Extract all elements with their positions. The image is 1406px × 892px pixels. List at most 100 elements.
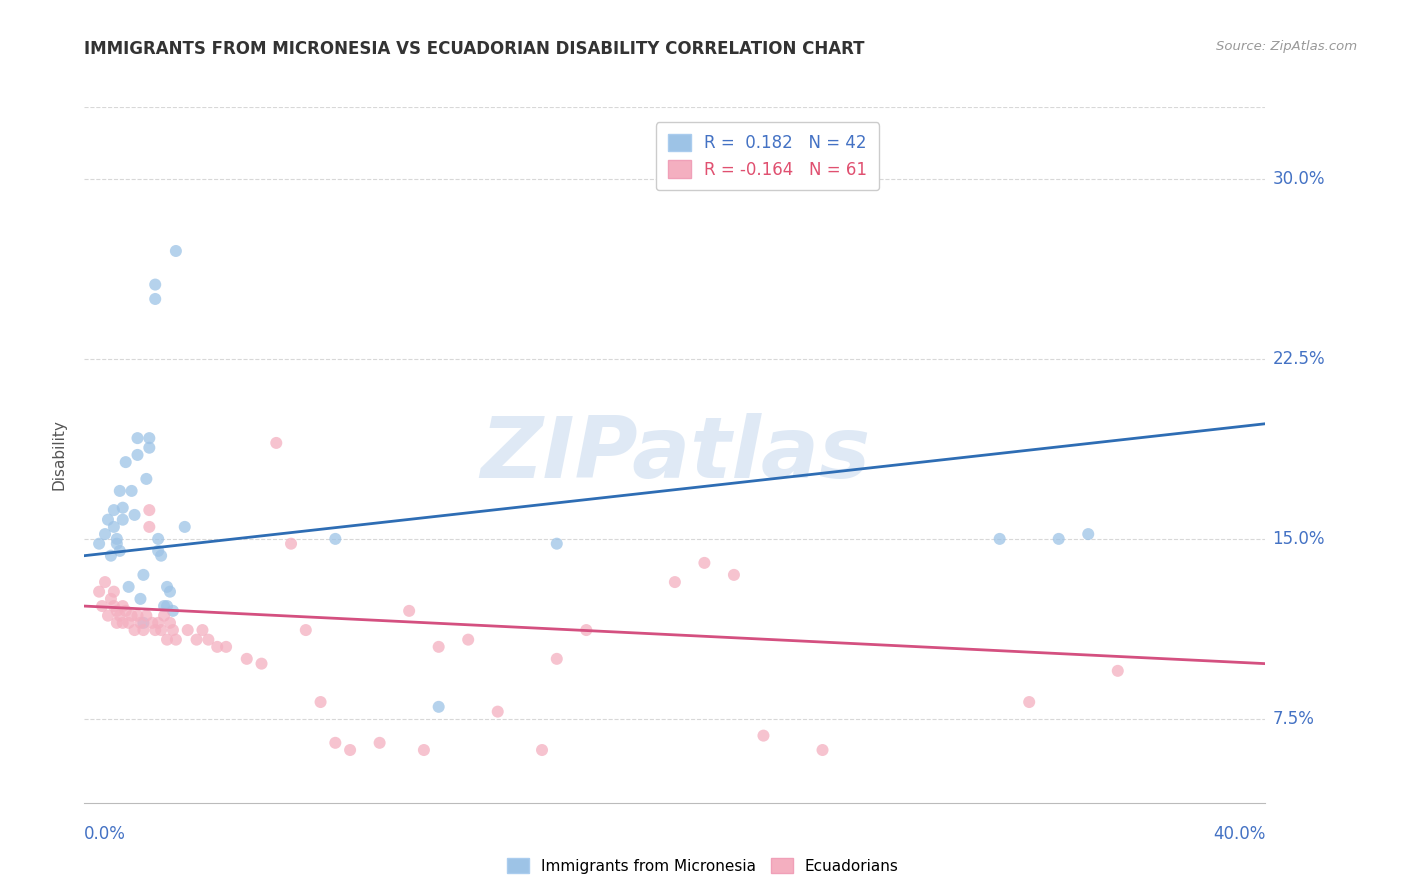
- Point: [575, 623, 598, 637]
- Point: [100, 591, 122, 606]
- Point: [988, 532, 1011, 546]
- Point: [811, 743, 834, 757]
- Point: [97, 513, 120, 527]
- Point: [121, 608, 143, 623]
- Point: [427, 699, 450, 714]
- Point: [124, 623, 146, 637]
- Legend: Immigrants from Micronesia, Ecuadorians: Immigrants from Micronesia, Ecuadorians: [501, 852, 905, 880]
- Text: 30.0%: 30.0%: [1272, 170, 1324, 188]
- Point: [129, 615, 152, 630]
- Text: 15.0%: 15.0%: [1272, 530, 1324, 548]
- Point: [94, 527, 117, 541]
- Point: [177, 623, 200, 637]
- Point: [250, 657, 273, 671]
- Point: [105, 532, 128, 546]
- Text: 40.0%: 40.0%: [1213, 825, 1265, 843]
- Point: [1077, 527, 1099, 541]
- Point: [1107, 664, 1129, 678]
- Point: [323, 736, 347, 750]
- Point: [124, 508, 146, 522]
- Point: [150, 623, 173, 637]
- Point: [118, 580, 141, 594]
- Point: [111, 615, 134, 630]
- Point: [173, 520, 195, 534]
- Point: [87, 584, 111, 599]
- Point: [114, 604, 136, 618]
- Text: 7.5%: 7.5%: [1272, 710, 1315, 728]
- Point: [105, 615, 128, 630]
- Point: [153, 599, 176, 613]
- Legend: R =  0.182   N = 42, R = -0.164   N = 61: R = 0.182 N = 42, R = -0.164 N = 61: [657, 122, 879, 190]
- Point: [100, 549, 122, 563]
- Point: [105, 537, 128, 551]
- Point: [162, 623, 184, 637]
- Point: [127, 608, 149, 623]
- Text: Source: ZipAtlas.com: Source: ZipAtlas.com: [1216, 40, 1357, 54]
- Point: [118, 615, 141, 630]
- Point: [1018, 695, 1040, 709]
- Point: [323, 532, 347, 546]
- Point: [132, 623, 155, 637]
- Text: ZIPatlas: ZIPatlas: [479, 413, 870, 497]
- Point: [108, 608, 131, 623]
- Point: [235, 652, 259, 666]
- Point: [148, 532, 170, 546]
- Point: [97, 608, 120, 623]
- Point: [103, 584, 125, 599]
- Text: 22.5%: 22.5%: [1272, 350, 1324, 368]
- Point: [165, 244, 187, 258]
- Point: [162, 604, 184, 618]
- Point: [156, 580, 179, 594]
- Point: [156, 632, 179, 647]
- Point: [132, 567, 155, 582]
- Point: [186, 632, 208, 647]
- Text: 0.0%: 0.0%: [84, 825, 127, 843]
- Point: [148, 615, 170, 630]
- Point: [103, 503, 125, 517]
- Point: [1047, 532, 1070, 546]
- Point: [398, 604, 420, 618]
- Point: [295, 623, 318, 637]
- Point: [339, 743, 361, 757]
- Point: [546, 537, 568, 551]
- Point: [264, 436, 288, 450]
- Point: [127, 448, 149, 462]
- Point: [138, 503, 160, 517]
- Point: [103, 599, 125, 613]
- Point: [197, 632, 219, 647]
- Point: [138, 431, 160, 445]
- Text: IMMIGRANTS FROM MICRONESIA VS ECUADORIAN DISABILITY CORRELATION CHART: IMMIGRANTS FROM MICRONESIA VS ECUADORIAN…: [84, 40, 865, 58]
- Point: [114, 455, 136, 469]
- Point: [91, 599, 114, 613]
- Point: [94, 575, 117, 590]
- Point: [127, 431, 149, 445]
- Point: [191, 623, 214, 637]
- Point: [103, 520, 125, 534]
- Point: [111, 500, 134, 515]
- Point: [143, 277, 166, 292]
- Point: [486, 705, 509, 719]
- Point: [368, 736, 391, 750]
- Point: [150, 549, 173, 563]
- Point: [129, 591, 152, 606]
- Point: [309, 695, 332, 709]
- Point: [121, 483, 143, 498]
- Y-axis label: Disability: Disability: [51, 419, 66, 491]
- Point: [105, 604, 128, 618]
- Point: [752, 729, 775, 743]
- Point: [156, 599, 179, 613]
- Point: [138, 520, 160, 534]
- Point: [143, 292, 166, 306]
- Point: [111, 513, 134, 527]
- Point: [148, 544, 170, 558]
- Point: [153, 608, 176, 623]
- Point: [143, 623, 166, 637]
- Point: [457, 632, 479, 647]
- Point: [723, 567, 745, 582]
- Point: [280, 537, 302, 551]
- Point: [205, 640, 228, 654]
- Point: [427, 640, 450, 654]
- Point: [546, 652, 568, 666]
- Point: [165, 632, 187, 647]
- Point: [111, 599, 134, 613]
